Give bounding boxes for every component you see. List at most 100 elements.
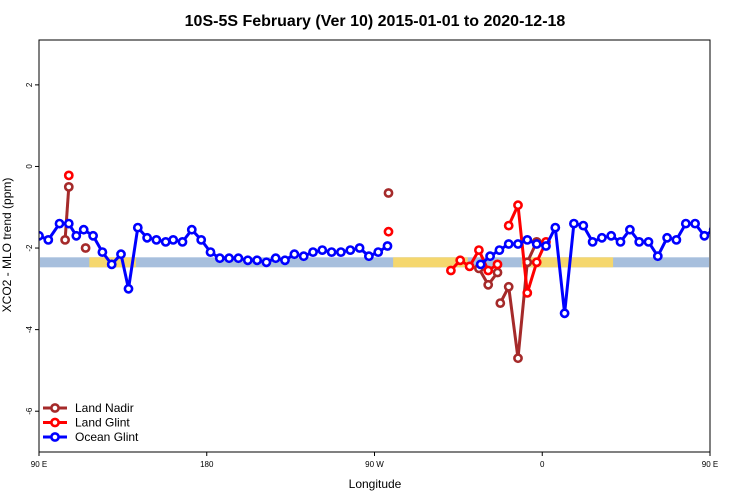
data-point bbox=[63, 181, 74, 192]
x-tick-label: 90 E bbox=[31, 460, 47, 469]
series-line bbox=[507, 203, 548, 295]
data-point bbox=[317, 245, 328, 255]
data-point bbox=[116, 249, 126, 260]
data-point bbox=[475, 259, 486, 270]
y-tick-label: 0 bbox=[25, 164, 34, 169]
data-point bbox=[43, 234, 54, 245]
legend-label: Ocean Glint bbox=[75, 430, 139, 444]
data-point bbox=[578, 220, 589, 231]
legend-swatch-marker bbox=[50, 417, 60, 428]
data-point bbox=[513, 353, 523, 364]
data-point bbox=[289, 249, 300, 260]
data-point bbox=[78, 224, 89, 235]
data-point bbox=[71, 230, 82, 241]
legend-item: Land Nadir bbox=[43, 401, 134, 415]
data-point bbox=[326, 247, 337, 257]
data-point bbox=[383, 226, 394, 237]
reference-band bbox=[40, 257, 709, 268]
x-tick-label: 0 bbox=[540, 460, 545, 469]
data-point bbox=[719, 232, 726, 239]
y-axis-label: XCO2 - MLO trend (ppm) bbox=[0, 178, 14, 313]
x-tick-label: 90 W bbox=[365, 460, 384, 469]
data-point bbox=[186, 224, 197, 235]
data-point bbox=[97, 247, 108, 257]
data-point bbox=[142, 232, 152, 243]
data-point bbox=[252, 255, 262, 266]
legend-item: Land Glint bbox=[43, 416, 130, 430]
data-point bbox=[261, 257, 272, 268]
y-axis: 2 0 -2 -4 -6 bbox=[25, 82, 39, 415]
data-point bbox=[233, 253, 244, 264]
data-point bbox=[151, 234, 162, 245]
data-point bbox=[708, 226, 710, 233]
legend-swatch-marker bbox=[50, 403, 60, 413]
data-point bbox=[464, 261, 475, 272]
y-tick-label: -2 bbox=[25, 244, 34, 252]
x-axis-label: Longitude bbox=[349, 477, 402, 491]
data-point bbox=[280, 255, 290, 266]
legend-label: Land Nadir bbox=[75, 401, 134, 415]
data-point bbox=[522, 234, 533, 245]
data-point bbox=[106, 259, 117, 270]
data-point bbox=[205, 247, 216, 257]
y-tick-label: -4 bbox=[25, 326, 34, 334]
data-point bbox=[335, 247, 346, 257]
data-point bbox=[738, 261, 745, 268]
data-point bbox=[298, 251, 309, 262]
data-point bbox=[382, 241, 393, 251]
data-point bbox=[625, 224, 635, 235]
data-point bbox=[550, 222, 561, 233]
data-point bbox=[60, 234, 70, 245]
data-point bbox=[483, 265, 494, 276]
x-tick-label: 90 E bbox=[702, 460, 718, 469]
data-point bbox=[671, 234, 682, 245]
data-point bbox=[455, 255, 466, 266]
data-point bbox=[132, 222, 143, 233]
data-point bbox=[503, 281, 514, 292]
data-point bbox=[503, 220, 514, 231]
plot-frame bbox=[38, 39, 711, 453]
data-point bbox=[54, 218, 65, 229]
data-point bbox=[652, 251, 663, 262]
band-layer bbox=[40, 257, 709, 268]
data-point bbox=[354, 243, 365, 253]
series-land-nadir bbox=[60, 181, 542, 364]
data-point bbox=[160, 236, 171, 247]
data-point bbox=[569, 218, 579, 229]
data-point bbox=[242, 255, 253, 266]
data-point bbox=[513, 239, 523, 249]
data-point bbox=[383, 188, 394, 198]
data-point bbox=[662, 232, 672, 243]
data-point bbox=[634, 236, 645, 247]
data-point bbox=[495, 298, 506, 308]
data-point bbox=[492, 267, 503, 278]
data-point bbox=[494, 245, 505, 255]
data-point bbox=[729, 249, 736, 256]
data-point bbox=[214, 253, 225, 264]
data-point bbox=[492, 259, 503, 270]
series-line bbox=[63, 186, 71, 241]
data-point bbox=[522, 287, 533, 298]
data-point bbox=[63, 218, 74, 229]
data-point bbox=[559, 308, 570, 319]
data-point bbox=[445, 265, 456, 276]
data-point bbox=[587, 236, 598, 247]
legend-label: Land Glint bbox=[75, 416, 130, 430]
data-point bbox=[473, 245, 484, 255]
data-point bbox=[345, 245, 356, 255]
data-point bbox=[270, 253, 281, 264]
data-point bbox=[606, 230, 617, 241]
data-point bbox=[123, 283, 134, 294]
data-point bbox=[531, 257, 542, 268]
data-point bbox=[483, 279, 494, 290]
data-point bbox=[531, 239, 542, 249]
y-tick-label: 2 bbox=[25, 82, 34, 87]
data-point bbox=[177, 236, 188, 247]
plot-area bbox=[38, 39, 745, 453]
reference-band-land bbox=[521, 257, 614, 268]
series-land-glint bbox=[63, 170, 551, 298]
series-ocean-glint bbox=[39, 218, 745, 319]
data-point bbox=[513, 200, 523, 211]
